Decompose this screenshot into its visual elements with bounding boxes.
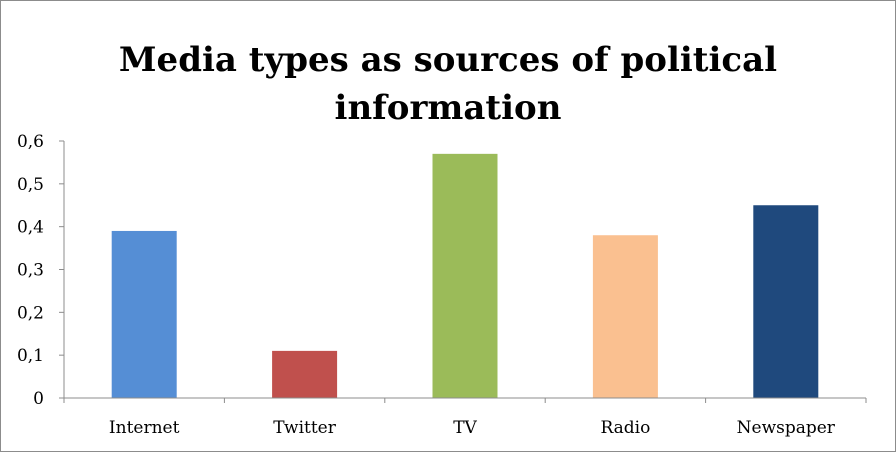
x-tick-label: TV [453,418,477,438]
x-tick-label: Twitter [273,418,336,438]
bar-internet [111,230,177,398]
chart-title-line-2: information [334,88,562,128]
y-tick-label: 0,4 [17,218,44,238]
bar-tv [432,153,498,398]
y-tick-label: 0 [33,389,44,409]
bar-newspaper [753,205,819,398]
x-tick-label: Newspaper [737,418,836,438]
bar-twitter [272,350,338,398]
y-tick-label: 0,1 [17,346,44,366]
y-tick-label: 0,5 [17,175,44,195]
x-tick-label: Internet [109,418,180,438]
chart-title: Media types as sources of political info… [0,36,896,132]
y-tick-label: 0,3 [17,261,44,281]
bar-radio [592,235,658,398]
y-tick-label: 0,2 [17,303,44,323]
x-tick-label: Radio [600,418,650,438]
chart-title-line-1: Media types as sources of political [118,40,778,80]
y-tick-label: 0,6 [17,132,44,152]
